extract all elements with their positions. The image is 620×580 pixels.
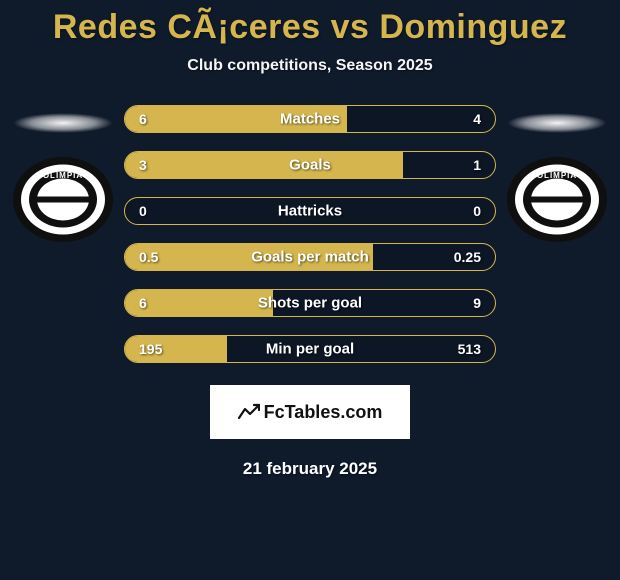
left-player-side: OLIMPIA bbox=[8, 105, 118, 242]
halo-left bbox=[13, 113, 113, 133]
stat-label: Hattricks bbox=[278, 203, 342, 220]
stat-left-value: 3 bbox=[139, 157, 147, 173]
stat-right-value: 9 bbox=[473, 295, 481, 311]
stat-right-value: 4 bbox=[473, 111, 481, 127]
chart-icon bbox=[238, 403, 260, 421]
comparison-card: Redes CÃ¡ceres vs Dominguez Club competi… bbox=[0, 0, 620, 580]
stat-left-value: 6 bbox=[139, 111, 147, 127]
stat-bar-fill bbox=[125, 290, 273, 316]
stat-bar: 0.5 Goals per match 0.25 bbox=[124, 243, 496, 271]
stats-container: 6 Matches 4 3 Goals 1 0 Hattricks 0 0.5 Goals per … bbox=[118, 105, 502, 381]
stat-label: Goals bbox=[289, 157, 331, 174]
stat-right-value: 1 bbox=[473, 157, 481, 173]
right-club-crest: OLIMPIA bbox=[507, 157, 607, 242]
stat-left-value: 0 bbox=[139, 203, 147, 219]
stat-right-value: 0.25 bbox=[454, 249, 481, 265]
page-title: Redes CÃ¡ceres vs Dominguez bbox=[0, 0, 620, 47]
right-player-side: OLIMPIA bbox=[502, 105, 612, 242]
stat-label: Goals per match bbox=[251, 249, 369, 266]
brand-badge: FcTables.com bbox=[210, 385, 410, 439]
stat-bar-fill bbox=[125, 152, 403, 178]
stat-left-value: 195 bbox=[139, 341, 162, 357]
brand-label: FcTables.com bbox=[238, 402, 383, 423]
stat-right-value: 0 bbox=[473, 203, 481, 219]
stat-bar: 6 Shots per goal 9 bbox=[124, 289, 496, 317]
stat-bar: 0 Hattricks 0 bbox=[124, 197, 496, 225]
stat-label: Matches bbox=[280, 111, 340, 128]
stat-bar: 195 Min per goal 513 bbox=[124, 335, 496, 363]
stat-bar: 3 Goals 1 bbox=[124, 151, 496, 179]
date-label: 21 february 2025 bbox=[0, 459, 620, 479]
stat-label: Min per goal bbox=[266, 341, 354, 358]
main-content: OLIMPIA 6 Matches 4 3 Goals 1 0 Hattricks 0 0.5 Go… bbox=[0, 105, 620, 381]
halo-right bbox=[507, 113, 607, 133]
stat-right-value: 513 bbox=[458, 341, 481, 357]
stat-left-value: 6 bbox=[139, 295, 147, 311]
brand-text: FcTables.com bbox=[264, 402, 383, 423]
page-subtitle: Club competitions, Season 2025 bbox=[0, 57, 620, 75]
left-club-crest: OLIMPIA bbox=[13, 157, 113, 242]
stat-label: Shots per goal bbox=[258, 295, 362, 312]
stat-bar: 6 Matches 4 bbox=[124, 105, 496, 133]
svg-text:OLIMPIA: OLIMPIA bbox=[43, 171, 83, 180]
svg-text:OLIMPIA: OLIMPIA bbox=[537, 171, 577, 180]
stat-left-value: 0.5 bbox=[139, 249, 158, 265]
